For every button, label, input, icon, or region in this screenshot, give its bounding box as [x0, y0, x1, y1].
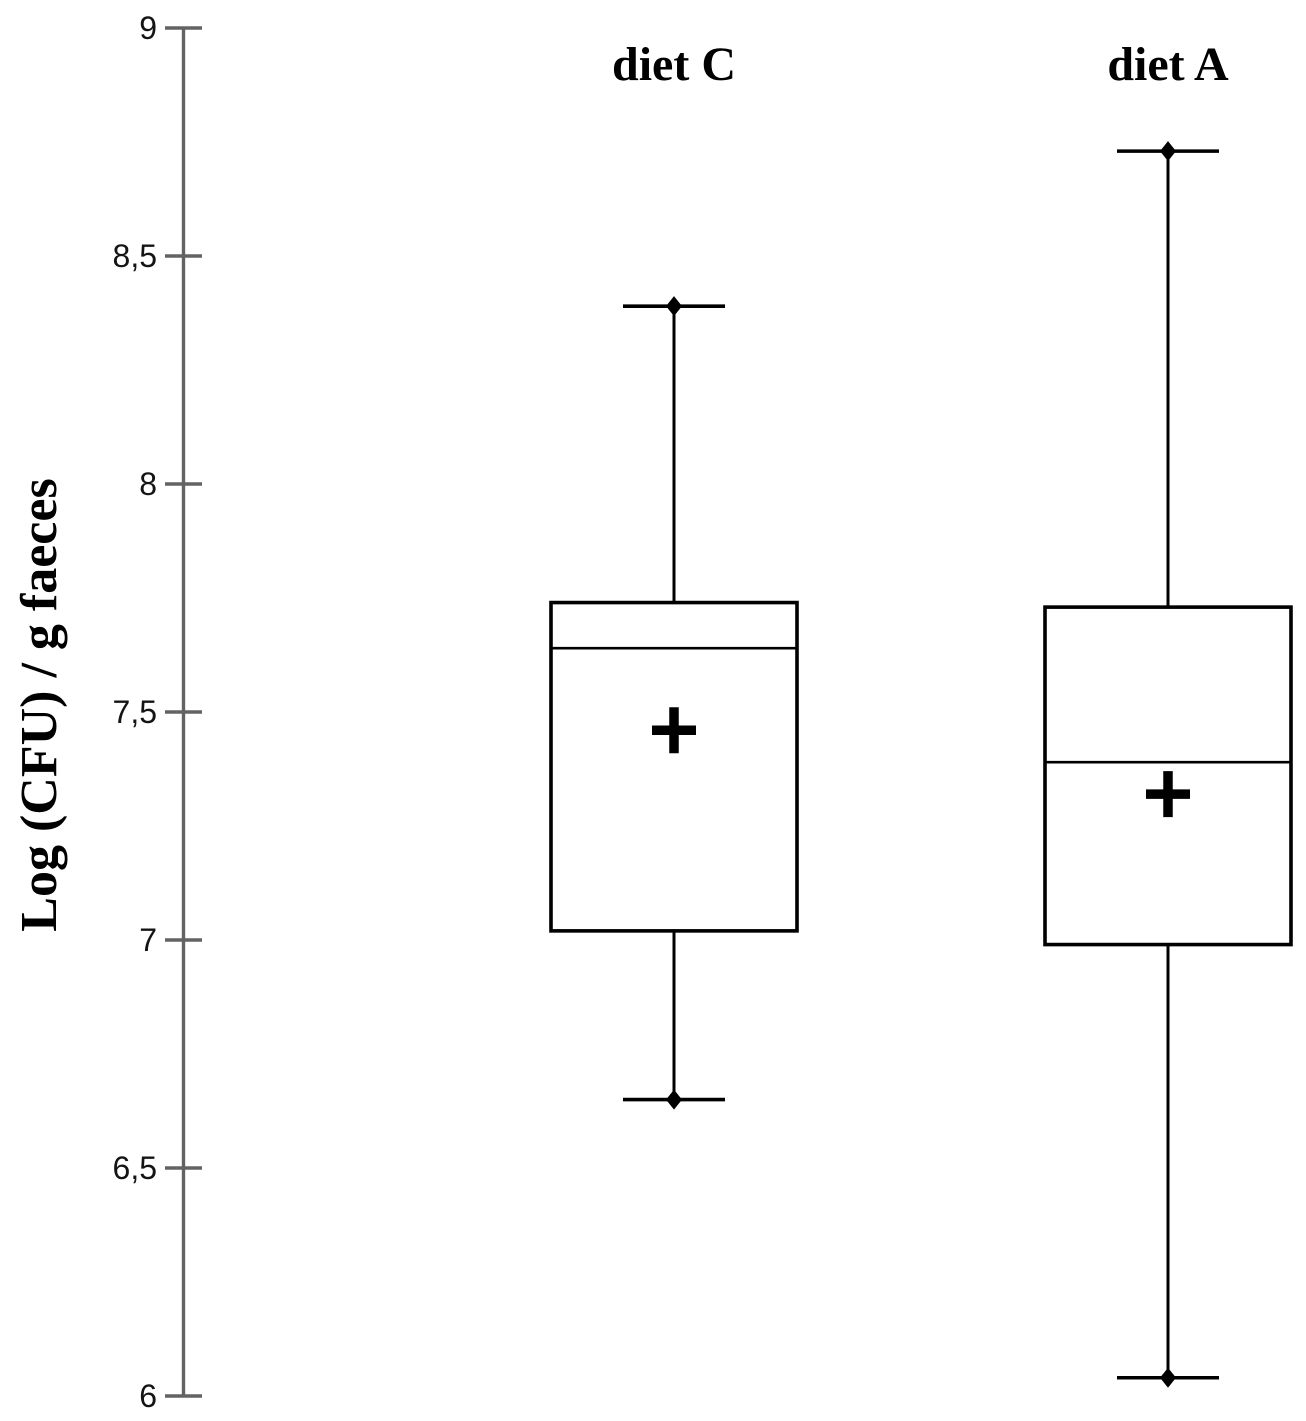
y-tick-label: 8 — [139, 466, 157, 502]
y-tick-label: 7 — [139, 922, 157, 958]
boxplot-diet-a — [1043, 141, 1293, 1388]
y-tick-label: 7,5 — [113, 694, 157, 730]
y-axis-title: Log (CFU) / g faeces — [11, 478, 68, 931]
plot-area — [549, 141, 1293, 1388]
min-diamond-marker — [1160, 1367, 1176, 1388]
y-tick-label: 8,5 — [113, 238, 157, 274]
y-tick-label: 9 — [139, 10, 157, 46]
y-tick-label: 6,5 — [113, 1150, 157, 1186]
min-diamond-marker — [666, 1089, 682, 1110]
column-label-diet-c: diet C — [612, 38, 736, 91]
max-diamond-marker — [666, 296, 682, 317]
y-axis: 9 8,5 8 7,5 7 6,5 6 — [113, 10, 202, 1414]
column-label-diet-a: diet A — [1107, 38, 1229, 91]
max-diamond-marker — [1160, 141, 1176, 162]
iqr-box — [549, 600, 799, 933]
y-tick-label: 6 — [139, 1378, 157, 1414]
boxplot-diet-c — [549, 296, 799, 1110]
